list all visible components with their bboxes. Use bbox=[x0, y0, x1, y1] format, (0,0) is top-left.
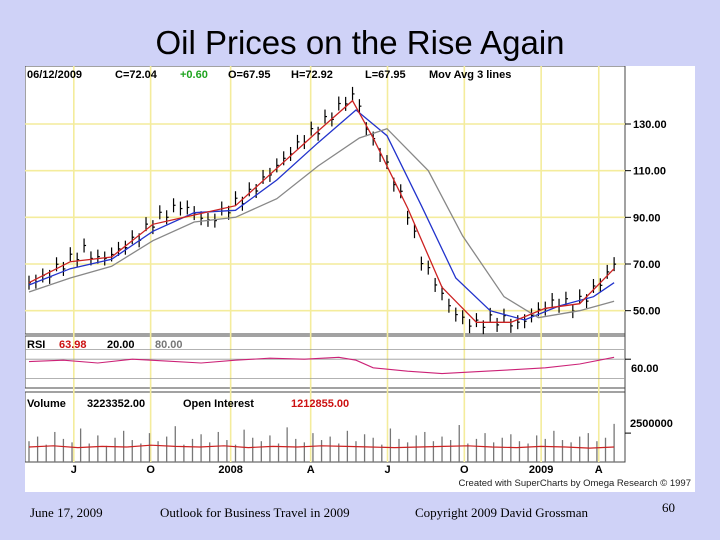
moving-average-line bbox=[28, 99, 615, 323]
header-high: H=72.92 bbox=[291, 69, 333, 81]
rsi-upper: 80.00 bbox=[155, 339, 183, 351]
volume-label: Volume bbox=[27, 398, 66, 410]
chart-credit: Created with SuperCharts by Omega Resear… bbox=[459, 478, 691, 489]
rsi-panel-frame bbox=[24, 335, 626, 389]
x-tick-label: O bbox=[146, 464, 155, 476]
oil-price-chart: 130.00 110.00 90.00 70.00 50.00 J O 2008 A J O 2009… bbox=[24, 65, 695, 492]
chart-svg: 130.00 110.00 90.00 70.00 50.00 J O 2008 A J O 2009… bbox=[24, 65, 691, 489]
rsi-line bbox=[28, 356, 615, 375]
rsi-marks bbox=[25, 349, 631, 379]
header-change: +0.60 bbox=[180, 69, 208, 81]
moving-average-lines bbox=[28, 99, 615, 323]
x-tick-label: J bbox=[384, 464, 390, 476]
price-tick-label: 110.00 bbox=[633, 166, 666, 178]
header-low: L=67.95 bbox=[365, 69, 406, 81]
rsi-value: 63.98 bbox=[59, 339, 87, 351]
price-tick-label: 90.00 bbox=[633, 212, 661, 224]
x-tick-label: A bbox=[307, 464, 315, 476]
header-mov-avg: Mov Avg 3 lines bbox=[429, 69, 511, 81]
price-tick-label: 50.00 bbox=[633, 306, 661, 318]
rsi-tick-label: 60.00 bbox=[631, 363, 659, 375]
footer-copyright: Copyright 2009 David Grossman bbox=[415, 505, 588, 520]
x-tick-label: A bbox=[595, 464, 603, 476]
open-interest-line bbox=[28, 444, 615, 449]
header-close: C=72.04 bbox=[115, 69, 158, 81]
volume-tick-label: 2500000 bbox=[630, 418, 673, 430]
moving-average-line bbox=[28, 127, 615, 319]
open-interest-value: 1212855.00 bbox=[291, 398, 349, 410]
x-tick-label: O bbox=[460, 464, 469, 476]
price-panel-frame bbox=[24, 65, 626, 335]
moving-average-line bbox=[28, 109, 615, 321]
rsi-label: RSI bbox=[27, 339, 45, 351]
slide-number: 60 bbox=[662, 500, 675, 515]
x-tick-label: J bbox=[71, 464, 77, 476]
slide-title: Oil Prices on the Rise Again bbox=[155, 24, 565, 61]
footer-date: June 17, 2009 bbox=[30, 505, 103, 520]
volume-panel-frame bbox=[24, 391, 626, 463]
x-tick-label: 2009 bbox=[529, 464, 553, 476]
volume-marks bbox=[28, 423, 631, 462]
footer-center: Outlook for Business Travel in 2009 bbox=[160, 505, 350, 520]
x-tick-label: 2008 bbox=[218, 464, 242, 476]
open-interest-label: Open Interest bbox=[183, 398, 254, 410]
header-open: O=67.95 bbox=[228, 69, 271, 81]
rsi-lower: 20.00 bbox=[107, 339, 135, 351]
price-tick-label: 70.00 bbox=[633, 259, 661, 271]
header-date: 06/12/2009 bbox=[27, 69, 82, 81]
axis-labels: 130.00 110.00 90.00 70.00 50.00 J O 2008 A J O 2009… bbox=[71, 119, 667, 476]
volume-value: 3223352.00 bbox=[87, 398, 145, 410]
price-tick-label: 130.00 bbox=[633, 119, 667, 131]
